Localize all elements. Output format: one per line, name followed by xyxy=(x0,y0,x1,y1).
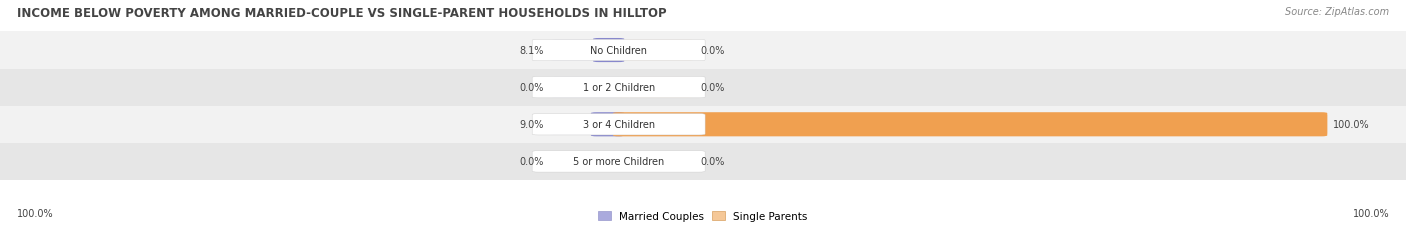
FancyBboxPatch shape xyxy=(613,41,695,61)
FancyBboxPatch shape xyxy=(533,40,706,61)
Text: 8.1%: 8.1% xyxy=(520,46,544,56)
FancyBboxPatch shape xyxy=(591,113,624,137)
Text: No Children: No Children xyxy=(591,46,647,56)
Text: 100.0%: 100.0% xyxy=(17,208,53,218)
Text: INCOME BELOW POVERTY AMONG MARRIED-COUPLE VS SINGLE-PARENT HOUSEHOLDS IN HILLTOP: INCOME BELOW POVERTY AMONG MARRIED-COUPL… xyxy=(17,7,666,20)
Text: 0.0%: 0.0% xyxy=(700,157,724,167)
Text: 9.0%: 9.0% xyxy=(520,120,544,130)
Bar xyxy=(0,143,1406,180)
Text: 3 or 4 Children: 3 or 4 Children xyxy=(582,120,655,130)
Text: 0.0%: 0.0% xyxy=(700,46,724,56)
Text: 1 or 2 Children: 1 or 2 Children xyxy=(582,83,655,93)
FancyBboxPatch shape xyxy=(533,77,706,98)
FancyBboxPatch shape xyxy=(593,39,624,63)
Text: Source: ZipAtlas.com: Source: ZipAtlas.com xyxy=(1285,7,1389,17)
Text: 0.0%: 0.0% xyxy=(700,83,724,93)
Text: 0.0%: 0.0% xyxy=(520,83,544,93)
Bar xyxy=(0,106,1406,143)
FancyBboxPatch shape xyxy=(613,115,1327,135)
FancyBboxPatch shape xyxy=(550,152,624,172)
Text: 100.0%: 100.0% xyxy=(1333,120,1369,130)
Bar xyxy=(0,69,1406,106)
FancyBboxPatch shape xyxy=(613,113,1327,137)
Legend: Married Couples, Single Parents: Married Couples, Single Parents xyxy=(596,209,810,224)
Bar xyxy=(0,32,1406,69)
Text: 100.0%: 100.0% xyxy=(1353,208,1389,218)
FancyBboxPatch shape xyxy=(550,78,624,98)
Text: 0.0%: 0.0% xyxy=(520,157,544,167)
Text: 5 or more Children: 5 or more Children xyxy=(574,157,664,167)
FancyBboxPatch shape xyxy=(613,78,695,98)
FancyBboxPatch shape xyxy=(533,151,706,172)
FancyBboxPatch shape xyxy=(550,115,624,135)
FancyBboxPatch shape xyxy=(550,41,624,61)
FancyBboxPatch shape xyxy=(533,114,706,135)
FancyBboxPatch shape xyxy=(613,152,695,172)
